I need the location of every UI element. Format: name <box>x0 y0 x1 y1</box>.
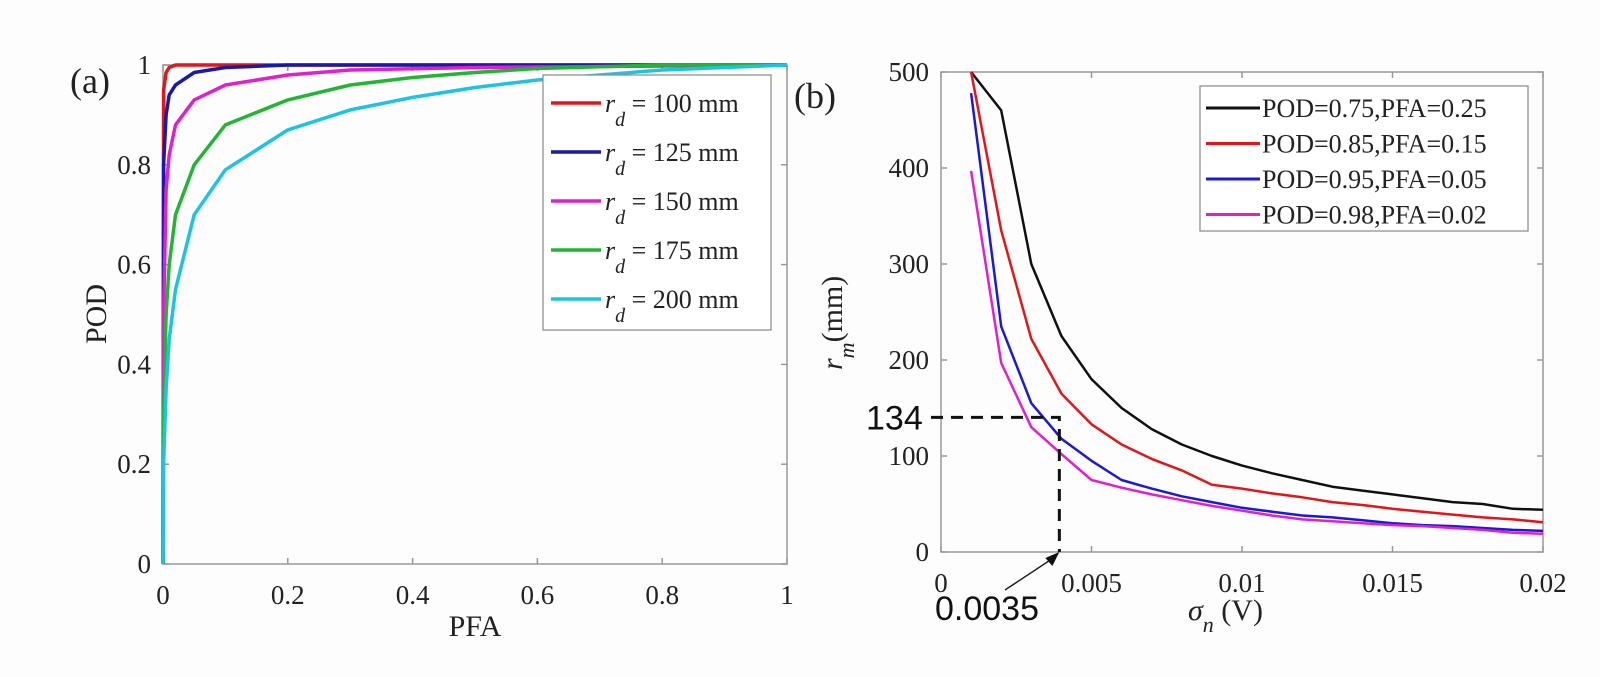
annotation-y-label: 134 <box>866 399 923 437</box>
legend-sub: d <box>615 109 626 131</box>
x-tick-label-a: 0.4 <box>396 580 430 610</box>
legend-label-a: rd = 125 mm <box>605 138 739 180</box>
y-tick-label-a: 1 <box>138 50 152 80</box>
legend-var: r <box>605 285 616 314</box>
x-tick-label-b: 0.015 <box>1362 568 1423 598</box>
legend-label-b: POD=0.95,PFA=0.05 <box>1262 165 1487 194</box>
series-line-a-4 <box>161 63 788 565</box>
x-axis-label-a: PFA <box>449 610 502 643</box>
y-tick-label-b: 100 <box>889 441 930 471</box>
y-tick-label-b: 400 <box>889 153 930 183</box>
panel-label-a: (a) <box>70 61 110 101</box>
x-tick-label-b: 0.02 <box>1519 568 1566 598</box>
y-label-rest: (mm) <box>816 276 849 343</box>
x-tick-label-b: 0 <box>934 568 948 598</box>
x-tick-label-a: 1 <box>780 580 794 610</box>
series-line-a-2 <box>161 63 788 565</box>
y-axis-label-a: POD <box>80 284 113 344</box>
legend-rest: = 125 mm <box>625 138 739 167</box>
legend-sub: d <box>615 207 626 229</box>
legend-var: r <box>605 138 616 167</box>
legend-var: r <box>605 89 616 118</box>
legend-box-b <box>1199 85 1529 232</box>
y-tick-label-b: 0 <box>916 537 930 567</box>
legend-sub: d <box>615 305 626 327</box>
legend-rest: = 150 mm <box>625 187 739 216</box>
annotation-arrow-head <box>1045 552 1060 566</box>
y-tick-label-a: 0.4 <box>117 349 151 379</box>
legend-rest: = 100 mm <box>625 89 739 118</box>
annotation-x-label: 0.0035 <box>935 590 1039 628</box>
series-line-b-2 <box>969 92 1544 533</box>
annotation-dashed-line <box>931 415 1061 552</box>
legend-sub: d <box>615 256 626 278</box>
series-line-a-1 <box>161 63 787 565</box>
series-line-b-3 <box>969 170 1544 536</box>
legend-label-b: POD=0.75,PFA=0.25 <box>1262 94 1487 123</box>
y-tick-label-a: 0.2 <box>117 449 151 479</box>
legend-label-a: rd = 200 mm <box>605 285 739 327</box>
legend-label-b: POD=0.85,PFA=0.15 <box>1262 130 1487 159</box>
legend-label-a: rd = 175 mm <box>605 236 739 278</box>
annotation-arrow-line <box>1004 557 1054 591</box>
x-axis-label-b: σn (V) <box>1188 594 1263 637</box>
series-line-b-1 <box>969 71 1544 524</box>
legend-label-b: POD=0.98,PFA=0.02 <box>1262 201 1487 230</box>
y-tick-label-b: 300 <box>889 249 930 279</box>
x-tick-label-b: 0.01 <box>1218 568 1265 598</box>
legend-sub: d <box>615 158 626 180</box>
y-axis-label-b: rm(mm) <box>816 276 859 370</box>
y-label-var: r <box>816 358 849 370</box>
x-label-sub: n <box>1203 612 1214 637</box>
series-line-a-3 <box>161 63 787 565</box>
y-tick-label-a: 0.8 <box>117 150 151 180</box>
series-line-b-0 <box>970 71 1544 512</box>
y-tick-label-b: 200 <box>889 345 930 375</box>
x-tick-label-a: 0.8 <box>645 580 679 610</box>
x-tick-label-a: 0.2 <box>271 580 305 610</box>
x-label-var: σ <box>1188 594 1204 627</box>
legend-var: r <box>605 236 616 265</box>
legend-label-a: rd = 100 mm <box>605 89 739 131</box>
x-tick-label-b: 0.005 <box>1061 568 1122 598</box>
y-tick-label-a: 0.6 <box>117 250 151 280</box>
legend-rest: = 175 mm <box>625 236 739 265</box>
panel-label-b: (b) <box>794 76 836 116</box>
x-label-rest: (V) <box>1214 594 1263 627</box>
legend-label-a: rd = 150 mm <box>605 187 739 229</box>
y-tick-label-b: 500 <box>889 57 930 87</box>
y-label-sub: m <box>834 342 859 358</box>
legend-rest: = 200 mm <box>625 285 739 314</box>
x-tick-label-a: 0 <box>156 580 170 610</box>
x-tick-label-a: 0.6 <box>521 580 555 610</box>
legend-var: r <box>605 187 616 216</box>
y-tick-label-a: 0 <box>138 549 152 579</box>
